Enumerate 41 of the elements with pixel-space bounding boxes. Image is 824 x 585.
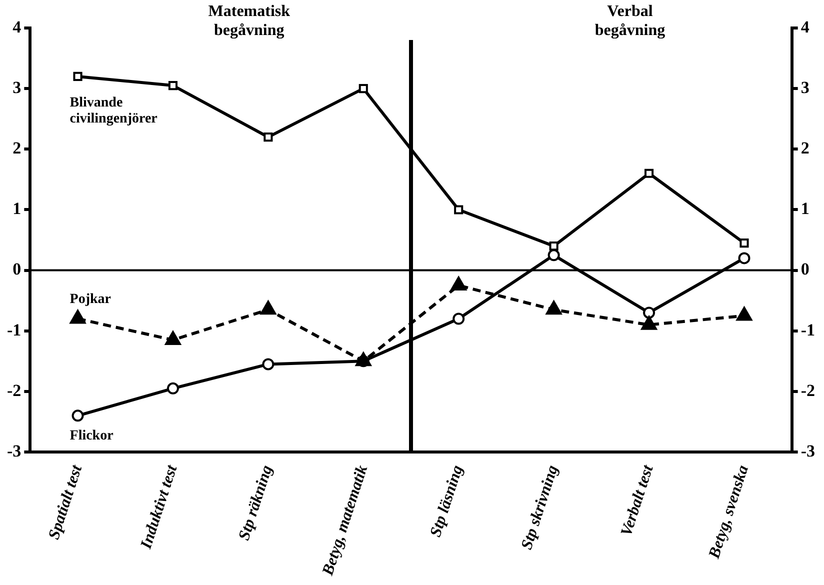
y-tick-label: 2 <box>12 138 22 158</box>
y-tick-label: -1 <box>6 320 22 340</box>
y-tick-label: 4 <box>12 17 22 36</box>
y-tick-label: -2 <box>6 380 22 400</box>
point <box>262 358 274 370</box>
y2-tick-label: 2 <box>800 138 810 158</box>
point <box>454 205 464 214</box>
point <box>452 312 465 325</box>
point <box>548 249 560 262</box>
point <box>166 382 179 394</box>
annotation: Verbal begåvning <box>594 3 666 39</box>
point <box>358 84 368 94</box>
y-tick-label: 1 <box>12 199 22 218</box>
series-label: Pojkar <box>70 292 111 307</box>
series-label: Flickor <box>70 428 114 444</box>
y2-tick-label: 1 <box>800 199 810 218</box>
point <box>643 306 656 319</box>
y-tick-label: 0 <box>12 260 22 279</box>
x-tick-label: Stp läsning <box>427 463 466 540</box>
y2-tick-label: 3 <box>800 78 810 97</box>
x-tick-label: Betyg, svenska <box>706 463 752 562</box>
point <box>549 242 558 251</box>
y2-tick-label: -2 <box>800 380 816 400</box>
y-tick-label: 3 <box>12 78 22 97</box>
point <box>644 168 654 178</box>
x-tick-label: Verbalt test <box>618 462 657 538</box>
x-tick-label: Stp räkning <box>236 463 276 542</box>
y2-tick-label: 4 <box>800 17 810 36</box>
series-label: Blivande civilingenjörer <box>70 95 158 126</box>
point <box>738 252 750 264</box>
point <box>264 132 273 142</box>
annotation: Matematisk begåvning <box>208 3 290 39</box>
point <box>740 238 749 248</box>
point <box>168 81 178 90</box>
point <box>73 72 82 81</box>
y2-tick-label: -3 <box>800 441 816 460</box>
x-tick-label: Spatialt test <box>46 462 86 542</box>
y2-tick-label: 0 <box>800 260 810 279</box>
point <box>72 410 84 422</box>
y2-tick-label: -1 <box>800 320 816 340</box>
y-tick-label: -3 <box>6 441 22 460</box>
